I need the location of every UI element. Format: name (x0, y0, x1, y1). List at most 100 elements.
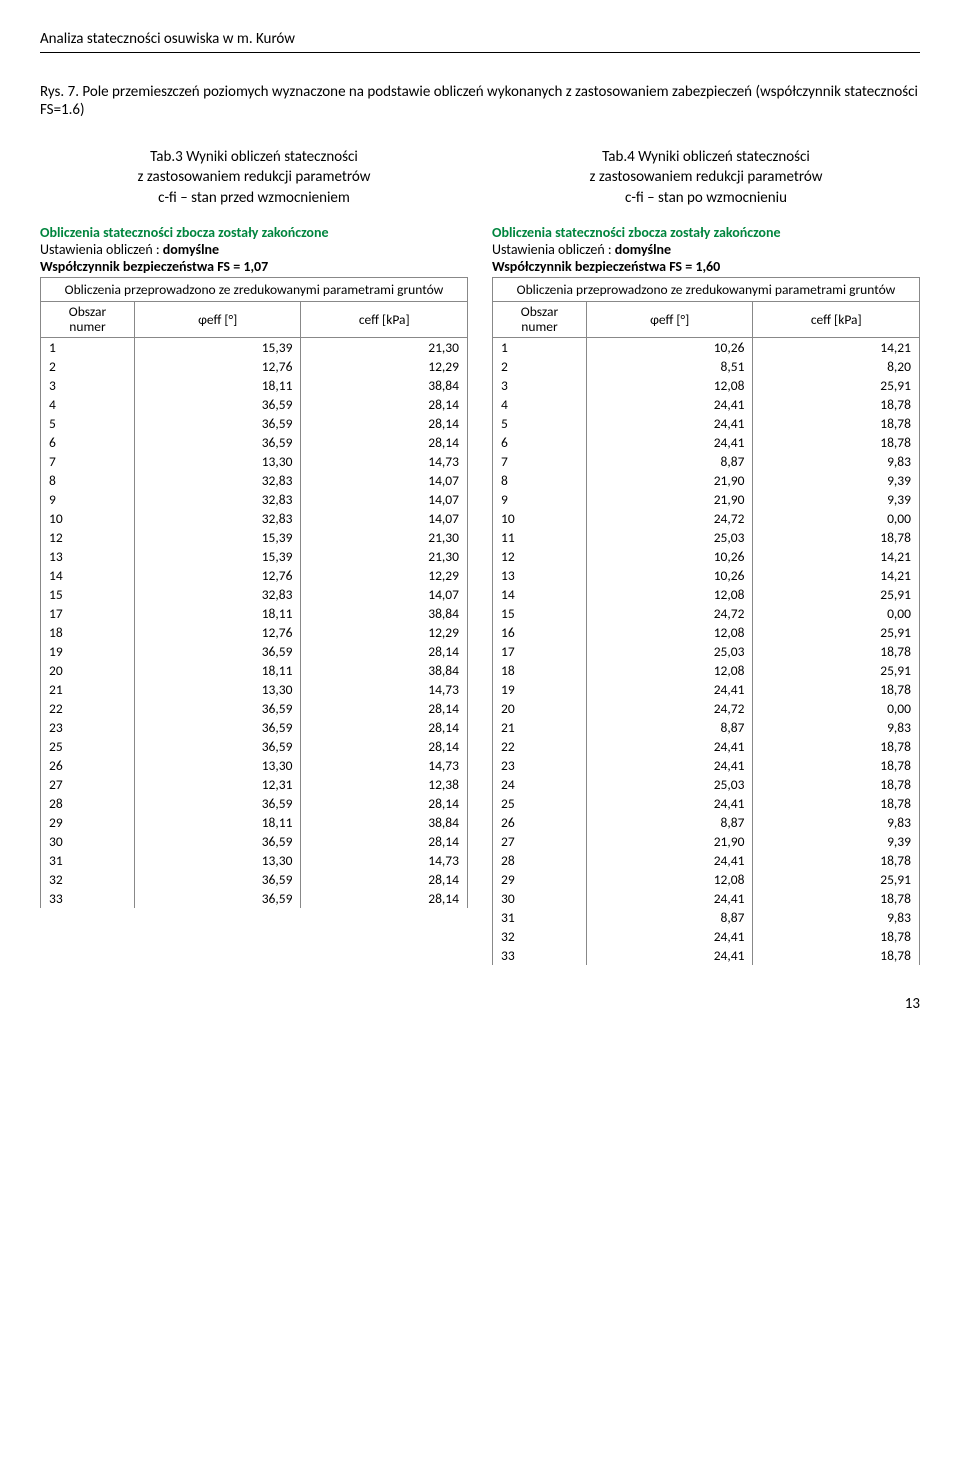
table-row: 212,7612,29 (41, 357, 468, 376)
cell-phi: 24,41 (586, 433, 753, 452)
table-row: 1024,720,00 (493, 509, 920, 528)
cell-obszar: 13 (493, 566, 587, 585)
table-row: 2113,3014,73 (41, 680, 468, 699)
cell-c: 14,07 (301, 471, 468, 490)
cell-c: 28,14 (301, 699, 468, 718)
cell-c: 14,73 (301, 452, 468, 471)
cell-phi: 18,11 (134, 661, 301, 680)
cell-phi: 25,03 (586, 528, 753, 547)
table-row: 115,3921,30 (41, 337, 468, 357)
cell-phi: 24,72 (586, 509, 753, 528)
cell-obszar: 31 (41, 851, 135, 870)
cell-obszar: 14 (41, 566, 135, 585)
table-row: 1125,0318,78 (493, 528, 920, 547)
cell-c: 18,78 (753, 889, 920, 908)
cell-obszar: 28 (41, 794, 135, 813)
figure-caption: Rys. 7. Pole przemieszczeń poziomych wyz… (40, 83, 920, 119)
cell-obszar: 20 (41, 661, 135, 680)
cell-obszar: 9 (493, 490, 587, 509)
cell-c: 28,14 (301, 889, 468, 908)
cell-c: 28,14 (301, 642, 468, 661)
table-row: 3224,4118,78 (493, 927, 920, 946)
cell-c: 25,91 (753, 376, 920, 395)
table-row: 3236,5928,14 (41, 870, 468, 889)
cell-obszar: 5 (41, 414, 135, 433)
cell-c: 14,73 (301, 851, 468, 870)
cell-phi: 32,83 (134, 585, 301, 604)
cell-c: 12,29 (301, 357, 468, 376)
cell-obszar: 4 (493, 395, 587, 414)
table-row: 1524,720,00 (493, 604, 920, 623)
left-head-col2: φeff [°] (134, 301, 301, 337)
cell-phi: 36,59 (134, 737, 301, 756)
cell-obszar: 4 (41, 395, 135, 414)
cell-c: 9,83 (753, 718, 920, 737)
cell-phi: 36,59 (134, 699, 301, 718)
table-row: 921,909,39 (493, 490, 920, 509)
cell-phi: 15,39 (134, 337, 301, 357)
tables-wrap: Tab.3 Wyniki obliczeń statecznościz zast… (40, 147, 920, 965)
right-table: Obliczenia przeprowadzono ze zredukowany… (492, 277, 920, 965)
right-head1a: Obszar (521, 303, 558, 320)
table-row: 832,8314,07 (41, 471, 468, 490)
cell-c: 18,78 (753, 927, 920, 946)
table-row: 78,879,83 (493, 452, 920, 471)
table-row: 1718,1138,84 (41, 604, 468, 623)
cell-c: 38,84 (301, 661, 468, 680)
right-status: Obliczenia stateczności zbocza zostały z… (492, 224, 920, 241)
cell-obszar: 5 (493, 414, 587, 433)
table-row: 1812,7612,29 (41, 623, 468, 642)
cell-phi: 24,41 (586, 851, 753, 870)
right-head1b: numer (521, 318, 557, 335)
cell-obszar: 32 (41, 870, 135, 889)
table-row: 2524,4118,78 (493, 794, 920, 813)
table-row: 2024,720,00 (493, 699, 920, 718)
cell-c: 0,00 (753, 699, 920, 718)
cell-phi: 13,30 (134, 851, 301, 870)
cell-phi: 18,11 (134, 813, 301, 832)
cell-c: 28,14 (301, 870, 468, 889)
cell-phi: 10,26 (586, 337, 753, 357)
table-row: 2536,5928,14 (41, 737, 468, 756)
table-row: 1315,3921,30 (41, 547, 468, 566)
cell-obszar: 20 (493, 699, 587, 718)
cell-c: 12,29 (301, 566, 468, 585)
cell-c: 18,78 (753, 642, 920, 661)
cell-phi: 12,08 (586, 870, 753, 889)
cell-phi: 25,03 (586, 775, 753, 794)
cell-c: 28,14 (301, 718, 468, 737)
cell-phi: 13,30 (134, 452, 301, 471)
table-row: 2721,909,39 (493, 832, 920, 851)
cell-obszar: 12 (493, 547, 587, 566)
cell-phi: 12,76 (134, 623, 301, 642)
cell-c: 18,78 (753, 680, 920, 699)
cell-c: 18,78 (753, 756, 920, 775)
cell-phi: 12,76 (134, 566, 301, 585)
table-row: 524,4118,78 (493, 414, 920, 433)
cell-c: 0,00 (753, 604, 920, 623)
cell-obszar: 8 (41, 471, 135, 490)
cell-obszar: 17 (493, 642, 587, 661)
cell-phi: 12,08 (586, 661, 753, 680)
table-row: 821,909,39 (493, 471, 920, 490)
cell-c: 25,91 (753, 661, 920, 680)
cell-obszar: 10 (493, 509, 587, 528)
cell-c: 18,78 (753, 851, 920, 870)
cell-c: 12,38 (301, 775, 468, 794)
table-row: 1032,8314,07 (41, 509, 468, 528)
right-head-col3: ceff [kPa] (753, 301, 920, 337)
left-note: Obliczenia przeprowadzono ze zredukowany… (41, 277, 468, 301)
cell-c: 18,78 (753, 528, 920, 547)
left-status: Obliczenia stateczności zbocza zostały z… (40, 224, 468, 241)
cell-phi: 24,41 (586, 414, 753, 433)
cell-obszar: 28 (493, 851, 587, 870)
table-row: 3113,3014,73 (41, 851, 468, 870)
cell-c: 14,21 (753, 547, 920, 566)
cell-c: 18,78 (753, 794, 920, 813)
table-row: 1412,0825,91 (493, 585, 920, 604)
table-row: 2712,3112,38 (41, 775, 468, 794)
cell-obszar: 1 (41, 337, 135, 357)
cell-obszar: 29 (41, 813, 135, 832)
cell-obszar: 22 (41, 699, 135, 718)
cell-c: 0,00 (753, 509, 920, 528)
